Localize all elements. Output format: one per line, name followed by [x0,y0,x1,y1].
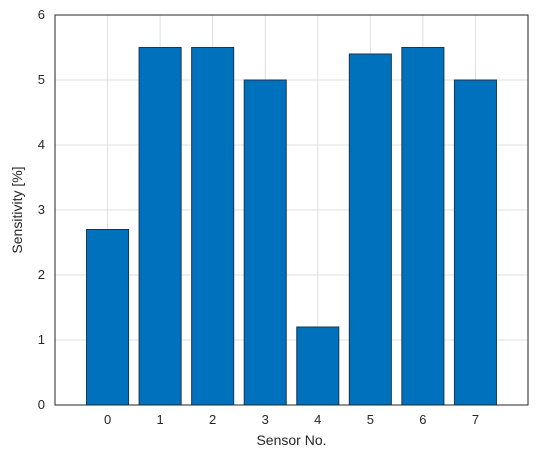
x-axis-label: Sensor No. [256,432,326,448]
bars-layer [86,47,497,406]
bar-sensor-5 [348,53,392,406]
bar-sensor-7 [453,79,497,406]
plot-area-frame [54,14,529,406]
bar-sensor-3 [243,79,287,406]
x-tick-label: 1 [156,412,163,427]
x-tick-label: 7 [472,412,479,427]
x-tick-label: 4 [314,412,321,427]
x-tick-label: 6 [419,412,426,427]
y-tick-label: 5 [38,72,45,87]
x-tick-labels: 0 1 2 3 4 5 6 7 [104,412,479,427]
x-tick-label: 3 [262,412,269,427]
bar-sensor-6 [401,47,445,406]
bar-sensor-2 [191,47,235,406]
y-axis-label: Sensitivity [%] [9,166,25,253]
x-tick-label: 5 [367,412,374,427]
y-tick-label: 3 [38,202,45,217]
bar-sensor-0 [86,229,130,406]
y-tick-label: 6 [38,7,45,22]
x-tick-label: 0 [104,412,111,427]
y-tick-label: 2 [38,267,45,282]
y-tick-labels: 0 1 2 3 4 5 6 [38,7,45,412]
bar-sensor-1 [138,47,182,406]
x-tick-label: 2 [209,412,216,427]
y-tick-label: 4 [38,137,45,152]
y-tick-label: 0 [38,397,45,412]
y-tick-label: 1 [38,332,45,347]
bar-sensor-4 [296,326,340,406]
